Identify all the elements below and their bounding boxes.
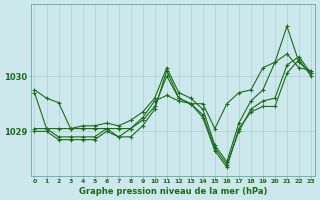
X-axis label: Graphe pression niveau de la mer (hPa): Graphe pression niveau de la mer (hPa) bbox=[79, 187, 267, 196]
